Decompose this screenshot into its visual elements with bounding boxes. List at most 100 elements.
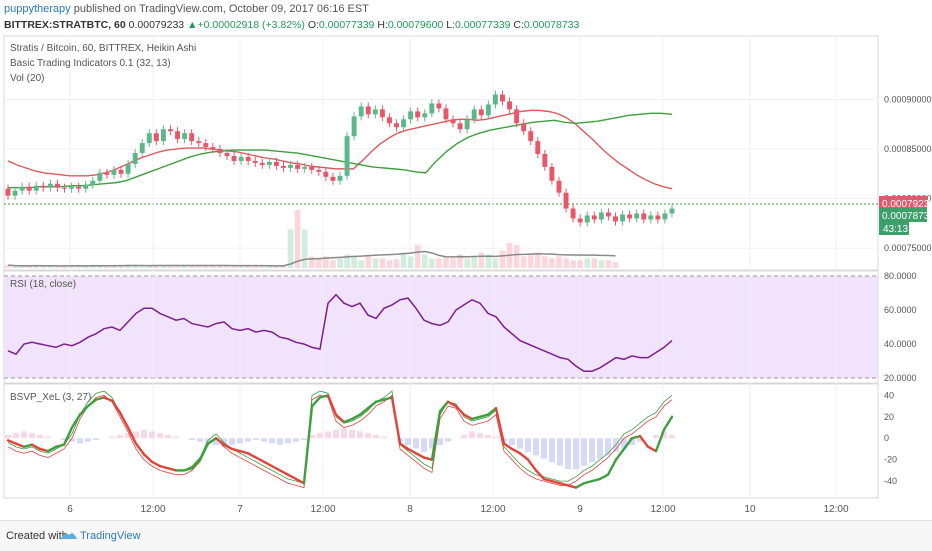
bsvp-fast-segment: [622, 437, 634, 451]
volume-bar: [598, 260, 605, 268]
bsvp-fast-segment: [558, 482, 570, 487]
bsvp-fast-segment: [534, 469, 546, 481]
volume-bar: [167, 266, 174, 268]
volume-bar: [210, 266, 216, 268]
candle-body: [471, 109, 477, 120]
rsi-band: [4, 276, 878, 378]
volume-bar: [104, 266, 110, 268]
volume-bar: [584, 258, 591, 268]
candle-body: [125, 163, 131, 174]
volume-bar: [97, 265, 103, 268]
candle-body: [26, 186, 32, 191]
chart-area[interactable]: 6 12:00 7 12:00 8 12:00 9 12:00 10 12:00 0.0009000…: [0, 0, 932, 520]
bsvp-hist-bar: [581, 438, 587, 466]
candle-body: [386, 117, 392, 124]
volume-bar: [111, 265, 117, 268]
countdown-badge: [879, 222, 909, 235]
volume-bar: [478, 252, 485, 268]
volume-bar: [323, 256, 329, 268]
volume-bar: [577, 260, 583, 268]
candle-body: [634, 213, 640, 219]
candle-body: [309, 166, 315, 170]
bsvp-hist-bar: [69, 438, 75, 442]
volume-bar: [139, 265, 146, 268]
main-legend-volume[interactable]: Vol (20): [10, 73, 45, 84]
volume-bar: [68, 265, 75, 268]
last-price: 0.00079233: [128, 19, 185, 31]
bsvp-hist-bar: [365, 433, 371, 439]
volume-bar: [245, 265, 251, 268]
bsvp-hist-bar: [477, 433, 483, 439]
volume-bar: [54, 266, 61, 268]
x-tick-label: 8: [407, 504, 413, 515]
candle-body: [330, 176, 336, 181]
x-tick-label: 10: [744, 504, 756, 515]
bsvp-fast-segment: [518, 452, 530, 461]
volume-bar: [542, 256, 548, 268]
candle-body: [379, 109, 385, 118]
bsvp-hist-bar: [349, 429, 355, 439]
volume-bar: [351, 256, 357, 268]
bsvp-fast-segment: [206, 437, 218, 445]
bsvp-hist-bar: [469, 431, 475, 439]
volume-bar: [450, 258, 456, 268]
countdown-badge-text: 43:13: [883, 224, 908, 235]
volume-bar: [570, 260, 576, 268]
volume-bar: [273, 266, 280, 268]
candle-body: [401, 119, 407, 128]
bsvp-hist-bar: [525, 438, 531, 452]
bsvp-fast-segment: [150, 460, 162, 468]
candle-body: [273, 161, 279, 166]
bsvp-hist-bar: [317, 433, 323, 439]
bsvp-hist-bar: [133, 431, 139, 439]
volume-bar: [315, 258, 322, 268]
tradingview-brand-link[interactable]: TradingView: [80, 530, 141, 542]
volume-bar: [252, 266, 259, 268]
candle-body: [62, 187, 67, 189]
price-tick-label: 0.00075000: [884, 243, 932, 253]
volume-bar: [527, 254, 534, 268]
bsvp-hist-bar: [549, 438, 555, 463]
volume-bar: [330, 260, 336, 268]
bsvp-hist-bar: [661, 431, 667, 439]
main-legend-indicator[interactable]: Basic Trading Indicators 0.1 (32, 13): [10, 58, 171, 69]
bsvp-fast-segment: [638, 434, 650, 449]
bsvp-fast-segment: [38, 447, 50, 453]
volume-bar: [407, 256, 414, 268]
bsvp-legend[interactable]: BSVP_XeL (3, 27): [10, 392, 92, 403]
candle-body: [288, 164, 294, 168]
bsvp-fast-segment: [550, 479, 562, 485]
bsvp-hist-bar: [85, 438, 91, 442]
low-value: 0.00077339: [454, 19, 511, 31]
bsvp-fast-segment: [230, 447, 242, 453]
main-pane[interactable]: [3, 35, 879, 271]
candle-body: [662, 213, 668, 220]
bsvp-fast-segment: [142, 453, 154, 464]
bsvp-hist-bar: [269, 438, 275, 444]
candle-body: [514, 109, 520, 124]
rsi-legend[interactable]: RSI (18, close): [10, 279, 77, 290]
bsvp-hist-bar: [29, 433, 35, 439]
bsvp-hist-bar: [637, 438, 643, 442]
volume-bar: [393, 259, 400, 268]
bsvp-hist-bar: [517, 438, 523, 449]
candle-body: [104, 172, 110, 175]
x-tick-label: 7: [237, 504, 243, 515]
publisher-link[interactable]: puppytherapy: [4, 3, 71, 15]
candle-body: [160, 129, 166, 142]
main-legend-title[interactable]: Stratis / Bitcoin, 60, BITTREX, Heikin A…: [10, 43, 197, 54]
volume-bar: [294, 210, 301, 268]
volume-bar: [443, 256, 449, 268]
candle-body: [556, 180, 562, 193]
bsvp-fast-segment: [158, 464, 170, 470]
candle-body: [12, 190, 18, 196]
bsvp-hist-bar: [229, 438, 235, 446]
symbol-label[interactable]: BITTREX:STRATBTC, 60: [4, 19, 126, 31]
volume-bar: [202, 265, 209, 268]
volume-bar: [217, 266, 223, 268]
last-price-badge: [879, 196, 927, 210]
price-change: +0.00002918 (+3.82%): [197, 19, 305, 31]
candle-body: [167, 129, 173, 132]
volume-bar: [485, 254, 492, 268]
close-price-badge-text: 0.00078733: [882, 211, 932, 222]
